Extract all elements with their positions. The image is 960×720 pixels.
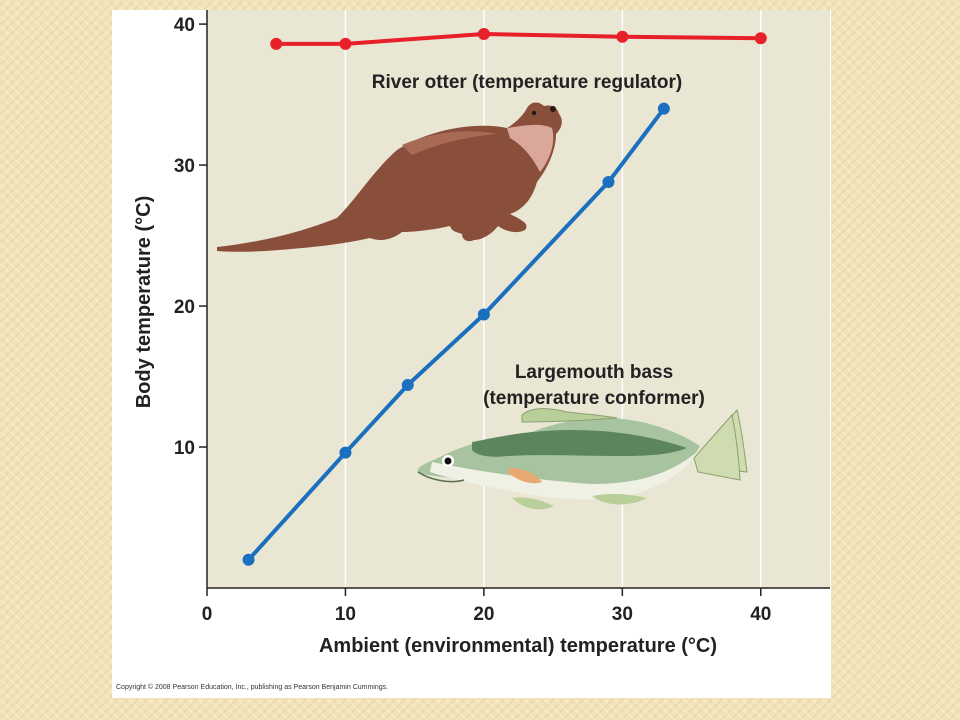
data-point-0-0 (270, 37, 283, 50)
bass-pupil (444, 457, 452, 465)
otter-illustration (217, 102, 562, 252)
data-point-1-1 (339, 446, 352, 459)
data-point-0-4 (754, 32, 767, 45)
x-tick-label-0: 0 (202, 604, 213, 625)
x-tick-label-4: 40 (750, 604, 771, 625)
data-point-0-3 (616, 30, 629, 43)
slide-card: 0 10 20 30 40 10 20 30 40 Ambient (environmental… (112, 10, 831, 698)
otter-eye (531, 110, 537, 116)
data-point-0-1 (339, 37, 352, 50)
series-label-bass-line1: Largemouth bass (515, 362, 673, 383)
chart: 0 10 20 30 40 10 20 30 40 Ambient (environmental… (133, 10, 830, 657)
copyright-text: Copyright © 2008 Pearson Education, Inc.… (116, 684, 389, 691)
data-point-1-3 (477, 308, 490, 321)
x-tick-label-1: 10 (335, 604, 356, 625)
series-label-bass-line2: (temperature conformer) (483, 388, 705, 409)
y-tick-label-3: 40 (174, 15, 195, 36)
data-point-1-4 (602, 175, 615, 188)
otter-nose (550, 106, 556, 112)
data-point-1-5 (657, 102, 670, 115)
series-layer (242, 27, 767, 566)
bass-fish-illustration (417, 408, 748, 510)
series-line-1 (247, 107, 666, 562)
series-label-otter: River otter (temperature regulator) (372, 72, 682, 93)
y-axis-label: Body temperature (°C) (133, 196, 155, 408)
axis-ticks: 0 10 20 30 40 10 20 30 40 (174, 15, 771, 625)
data-point-0-2 (477, 27, 490, 40)
x-tick-label-2: 20 (473, 604, 494, 625)
data-point-1-2 (401, 378, 414, 391)
x-axis-label: Ambient (environmental) temperature (°C) (319, 635, 717, 657)
data-point-1-0 (242, 553, 255, 566)
y-tick-label-2: 30 (174, 156, 195, 177)
x-tick-label-3: 30 (612, 604, 633, 625)
y-tick-label-0: 10 (174, 438, 195, 459)
y-tick-label-1: 20 (174, 297, 195, 318)
